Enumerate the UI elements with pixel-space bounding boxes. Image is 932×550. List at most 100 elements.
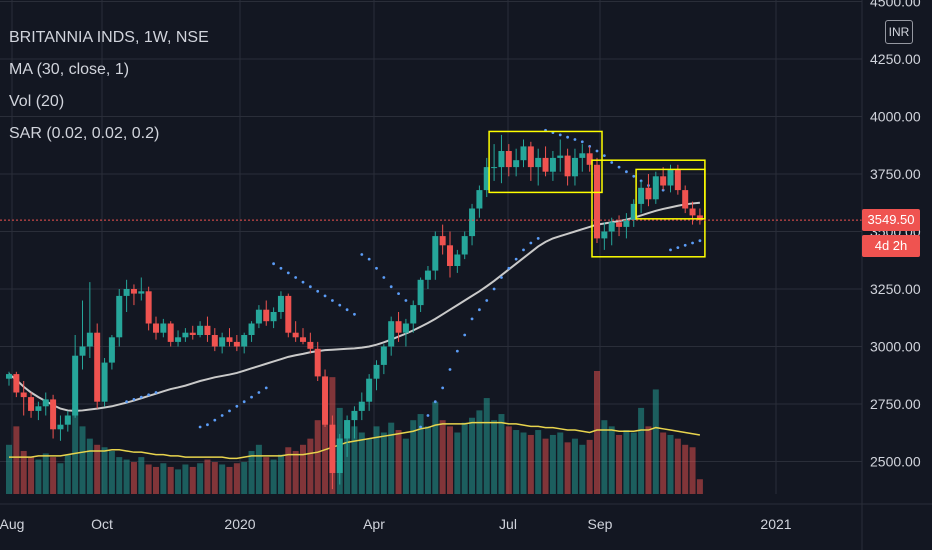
candle-body [108, 337, 115, 363]
candle-body [542, 157, 549, 172]
sar-dot [558, 133, 562, 137]
sar-dot [669, 248, 672, 252]
sar-dot [345, 308, 349, 312]
sar-dot [683, 243, 687, 247]
volume-bar [483, 398, 490, 494]
sar-dot [507, 266, 511, 270]
candle-body [682, 190, 689, 209]
volume-bar [138, 457, 145, 494]
sar-dot [580, 140, 584, 144]
ma-indicator-label[interactable]: MA (30, close, 1) [9, 61, 130, 78]
candle-body [454, 254, 461, 266]
sar-dot [154, 391, 158, 394]
sar-dot [139, 395, 143, 399]
candle-body [72, 355, 79, 416]
sar-dot [257, 391, 261, 394]
sar-dot [455, 349, 459, 353]
sar-dot [632, 174, 636, 178]
sar-dot [206, 423, 209, 427]
volume-bar [277, 454, 284, 494]
sar-dot [198, 425, 202, 429]
candle-body [138, 291, 145, 294]
candle-body [424, 270, 431, 280]
sar-dot [323, 294, 327, 298]
sar-dot [492, 287, 496, 291]
volume-bar [638, 407, 645, 494]
candle-body [601, 231, 608, 239]
candle-body [167, 323, 174, 342]
volume-bar [549, 434, 556, 494]
sar-dot [500, 276, 503, 279]
sar-dot [397, 292, 400, 295]
volume-bar [130, 462, 137, 494]
candle-body [20, 392, 27, 398]
volume-bar [410, 420, 417, 494]
candle-body [101, 362, 108, 402]
sar-indicator-label[interactable]: SAR (0.02, 0.02, 0.2) [9, 125, 160, 142]
sar-dot [360, 253, 364, 256]
sar-dot [522, 248, 525, 252]
volume-bar [20, 450, 27, 494]
sar-dot [433, 400, 437, 404]
volume-bar [322, 395, 329, 494]
candle-body [116, 295, 123, 338]
volume-bar [248, 450, 255, 494]
candle-body [28, 397, 35, 411]
volume-bar [571, 438, 578, 494]
volume-bar [175, 469, 182, 494]
volume-bar [6, 444, 12, 494]
highlight-box [635, 168, 706, 220]
candle-body [674, 169, 681, 191]
candle-body [491, 167, 498, 169]
candle-body [616, 222, 623, 227]
volume-bar [461, 422, 468, 494]
candle-body [652, 176, 659, 200]
price-tick-label: 2750.00 [870, 396, 921, 412]
candle-body [696, 215, 703, 221]
volume-ma-path [9, 421, 701, 460]
sar-dot [301, 280, 305, 284]
volume-bar [660, 432, 667, 494]
volume-bar [42, 453, 49, 494]
candle-body [79, 346, 86, 356]
price-tick-label: 2500.00 [870, 454, 921, 470]
candle-body [645, 187, 652, 200]
candle-body [6, 374, 12, 379]
volume-bar [682, 444, 689, 494]
sar-dot [691, 241, 694, 245]
candle-body [410, 305, 417, 324]
symbol-title[interactable]: BRITANNIA INDS, 1W, NSE [9, 29, 209, 46]
volume-bar [454, 432, 461, 494]
bar-countdown-tag: 4d 2h [862, 235, 920, 258]
candle-body [564, 155, 571, 177]
volume-bar [189, 466, 196, 494]
candle-body [483, 167, 490, 191]
volume-bars [6, 371, 703, 494]
currency-badge[interactable]: INR [885, 20, 913, 44]
volume-bar [652, 389, 659, 494]
sar-dot [220, 414, 224, 417]
candle-body [594, 164, 600, 239]
candle-body [145, 291, 152, 324]
volume-bar [623, 430, 630, 494]
volume-bar [351, 426, 358, 494]
price-tick-label: 4250.00 [870, 51, 921, 67]
time-tick-label: Aug [0, 516, 24, 532]
time-tick-label: Oct [91, 516, 113, 532]
candle-body [469, 208, 476, 237]
candle-body [447, 245, 453, 266]
candle-body [307, 341, 314, 349]
candle-body [153, 323, 159, 333]
volume-ma-line [9, 421, 701, 460]
candle-body [175, 337, 182, 342]
candle-body [197, 325, 204, 335]
volume-indicator-label[interactable]: Vol (20) [9, 93, 65, 110]
volume-bar [586, 439, 593, 494]
candle-body [395, 321, 402, 333]
candle-body [13, 374, 20, 393]
candle-body [505, 151, 512, 168]
candle-body [42, 399, 49, 407]
volume-bar [35, 459, 42, 494]
sar-dot [463, 333, 467, 337]
